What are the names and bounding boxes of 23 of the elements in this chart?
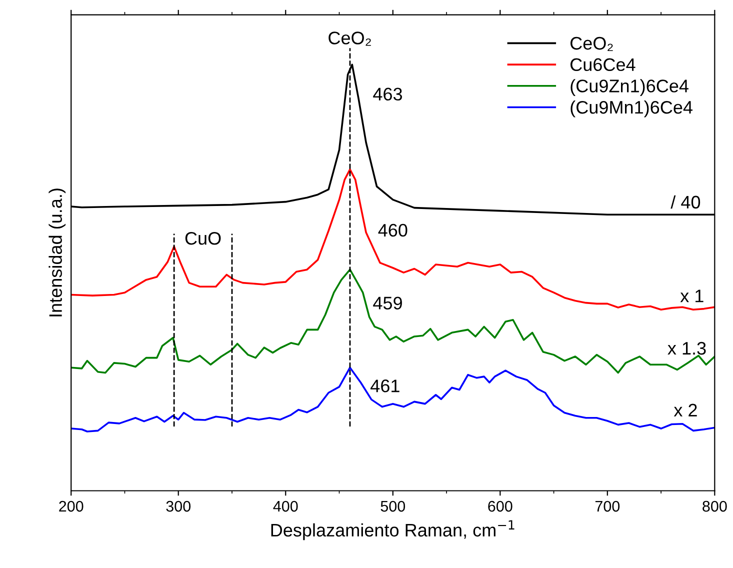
y-axis-title: Intensidad (u.a.) (48, 188, 66, 316)
legend-label: CeO₂ (570, 36, 613, 52)
annotation: x 1.3 (668, 342, 706, 355)
x-tick-label: 600 (488, 500, 512, 512)
x-tick-label: 800 (702, 500, 727, 512)
annotation: 460 (378, 224, 408, 237)
annotation: x 2 (674, 404, 697, 416)
x-tick-label: 300 (166, 500, 191, 512)
annotation: 461 (370, 380, 400, 392)
x-axis-title: Desplazamiento Raman, cm$^{−1}$ (271, 520, 514, 540)
legend-label: Cu6Ce4 (570, 58, 636, 72)
x-tick-label: 400 (273, 500, 298, 512)
annotation: CuO (185, 232, 221, 245)
annotation: 459 (373, 296, 402, 310)
legend-label: (Cu9Zn1)6Ce4 (570, 79, 688, 96)
annotation: / 40 (670, 195, 700, 209)
x-tick-label: 700 (595, 500, 620, 512)
annotation: 463 (373, 88, 402, 101)
text: CeO₂ (328, 32, 371, 46)
annotation: x 1 (680, 290, 704, 302)
x-tick-label: 200 (59, 500, 84, 512)
x-tick-label: 500 (380, 500, 406, 512)
legend-label: (Cu9Mn1)6Ce4 (570, 100, 692, 118)
